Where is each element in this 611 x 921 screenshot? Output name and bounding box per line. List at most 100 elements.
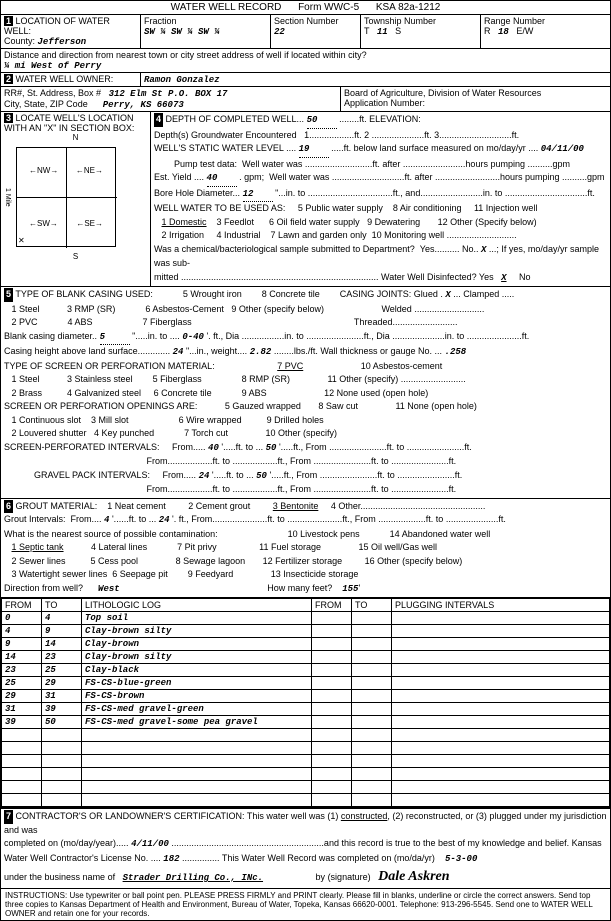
openings-row1: 1 Continuous slot 3 Mill slot 6 Wire wra… [4,415,324,425]
howmany-label: How many feet? [122,583,340,593]
table-row: 914Clay-brown [2,638,610,651]
grout-int-label: Grout Intervals: From.... [4,514,102,524]
table-cell: FS-CS-blue-green [82,677,312,690]
screen-mat-label: TYPE OF SCREEN OR PERFORATION MATERIAL: … [4,361,442,371]
gravel-label: GRAVEL PACK INTERVALS: From..... [4,470,196,480]
contam-row3: 3 Watertight sewer lines 6 Seepage pit 9… [4,569,358,579]
table-cell [352,781,392,794]
range-label: Range Number [484,16,545,26]
township-label: Township Number [364,16,436,26]
table-cell [42,768,82,781]
table-cell [352,768,392,781]
table-row: 2931FS-CS-brown [2,690,610,703]
table-cell: Clay-black [82,664,312,677]
section-label: Section Number [274,16,339,26]
board-label: Board of Agriculture, Division of Water … [344,88,541,98]
app-label: Application Number: [344,98,425,108]
township-dir: S [395,26,401,36]
casing-joints2: ... Clamped ..... [453,289,514,299]
form-header: WATER WELL RECORD Form WWC-5 KSA 82a-121… [1,1,610,15]
table-cell [352,755,392,768]
gravel3: '.....ft., From .......................f… [269,470,462,480]
table-cell: 23 [2,664,42,677]
gravel-from: 24 [199,471,210,481]
gravel4: From..................ft. to ...........… [4,484,456,494]
cert-label: CONTRACTOR'S OR LANDOWNER'S CERTIFICATIO… [4,811,606,835]
section-7-badge: 7 [4,810,13,824]
table-cell [392,703,610,716]
cert-true: ........................................… [171,838,601,848]
grout-int3: '. ft., From......................ft. to… [172,514,506,524]
pump-label: Pump test data: Well water was .........… [154,159,570,169]
section-1-row: 1 LOCATION OF WATER WELL: County: Jeffer… [1,15,610,49]
table-cell [392,781,610,794]
section-1-badge: 1 [4,16,13,26]
table-cell [352,794,392,807]
casing-dia2: ".....in. to .... [132,331,180,341]
contam-row2: 2 Sewer lines 5 Cess pool 8 Sewage lagoo… [4,556,462,566]
depth-value: 50 [307,114,337,129]
form-page: WATER WELL RECORD Form WWC-5 KSA 82a-121… [0,0,611,921]
table-cell: 50 [42,716,82,729]
table-cell: 29 [42,677,82,690]
table-cell [392,612,610,625]
table-cell [82,729,312,742]
height-value: 24 [173,347,184,357]
casing-label: TYPE OF BLANK CASING USED: 5 Wrought iro… [15,289,442,299]
screen-row2: 2 Brass 4 Galvanized steel 6 Concrete ti… [4,388,428,398]
chem-label: Was a chemical/bacteriological sample su… [154,244,478,254]
form-no: Form WWC-5 [298,2,359,13]
openings-row2: 2 Louvered shutter 4 Key punched 7 Torch… [4,428,337,438]
direction-label: Direction from well? [4,583,96,593]
cert-date-label: completed on (mo/day/year)..... [4,838,129,848]
static-label2: .....ft. below land surface measured on … [331,143,538,153]
locate-label: LOCATE WELL'S LOCATION WITH AN "X" IN SE… [4,113,134,133]
instructions-text: INSTRUCTIONS: Use typewriter or ball poi… [1,889,610,920]
table-cell [82,742,312,755]
table-cell [352,742,392,755]
screen-int3: '.....ft., From .......................f… [279,442,472,452]
table-cell: 29 [2,690,42,703]
location-label: LOCATION OF WATER WELL: [4,16,110,36]
table-cell [352,612,392,625]
table-cell [392,742,610,755]
table-row [2,729,610,742]
table-cell: 4 [42,612,82,625]
cert-signature: Dale Askren [378,869,449,884]
table-cell: Clay-brown [82,638,312,651]
cert-sig-label: by (signature) [266,872,376,882]
col-litho: LITHOLOGIC LOG [82,599,312,612]
township-value: 11 [377,27,388,37]
table-cell [392,794,610,807]
county-value: Jefferson [38,37,87,47]
table-cell [352,703,392,716]
se-label: ←SE→ [76,219,103,228]
grout-from: 4 [104,515,109,525]
height-label: Casing height above land surface........… [4,346,170,356]
table-cell [312,651,352,664]
casing-dia3: '. ft., Dia .................in. to ....… [206,331,529,341]
table-row [2,794,610,807]
table-cell [312,716,352,729]
openings-label: SCREEN OR PERFORATION OPENINGS ARE: 5 Ga… [4,401,477,411]
table-cell: 31 [42,690,82,703]
table-row [2,755,610,768]
log-table: FROM TO LITHOLOGIC LOG FROM TO PLUGGING … [1,598,610,807]
table-cell [312,768,352,781]
section-5-badge: 5 [4,288,13,302]
title: WATER WELL RECORD [171,2,282,13]
disinfect-no: No [509,272,531,282]
depth-label: DEPTH OF COMPLETED WELL... [166,114,305,124]
table-cell [312,742,352,755]
table-cell [312,664,352,677]
table-cell [392,638,610,651]
table-cell [312,794,352,807]
col-to: TO [42,599,82,612]
table-cell [312,781,352,794]
county-label: County: [4,36,38,46]
direction-value: West [98,584,120,594]
table-cell [312,638,352,651]
table-cell [352,651,392,664]
use-label: WELL WATER TO BE USED AS: 5 Public water… [154,203,537,213]
table-cell [42,755,82,768]
